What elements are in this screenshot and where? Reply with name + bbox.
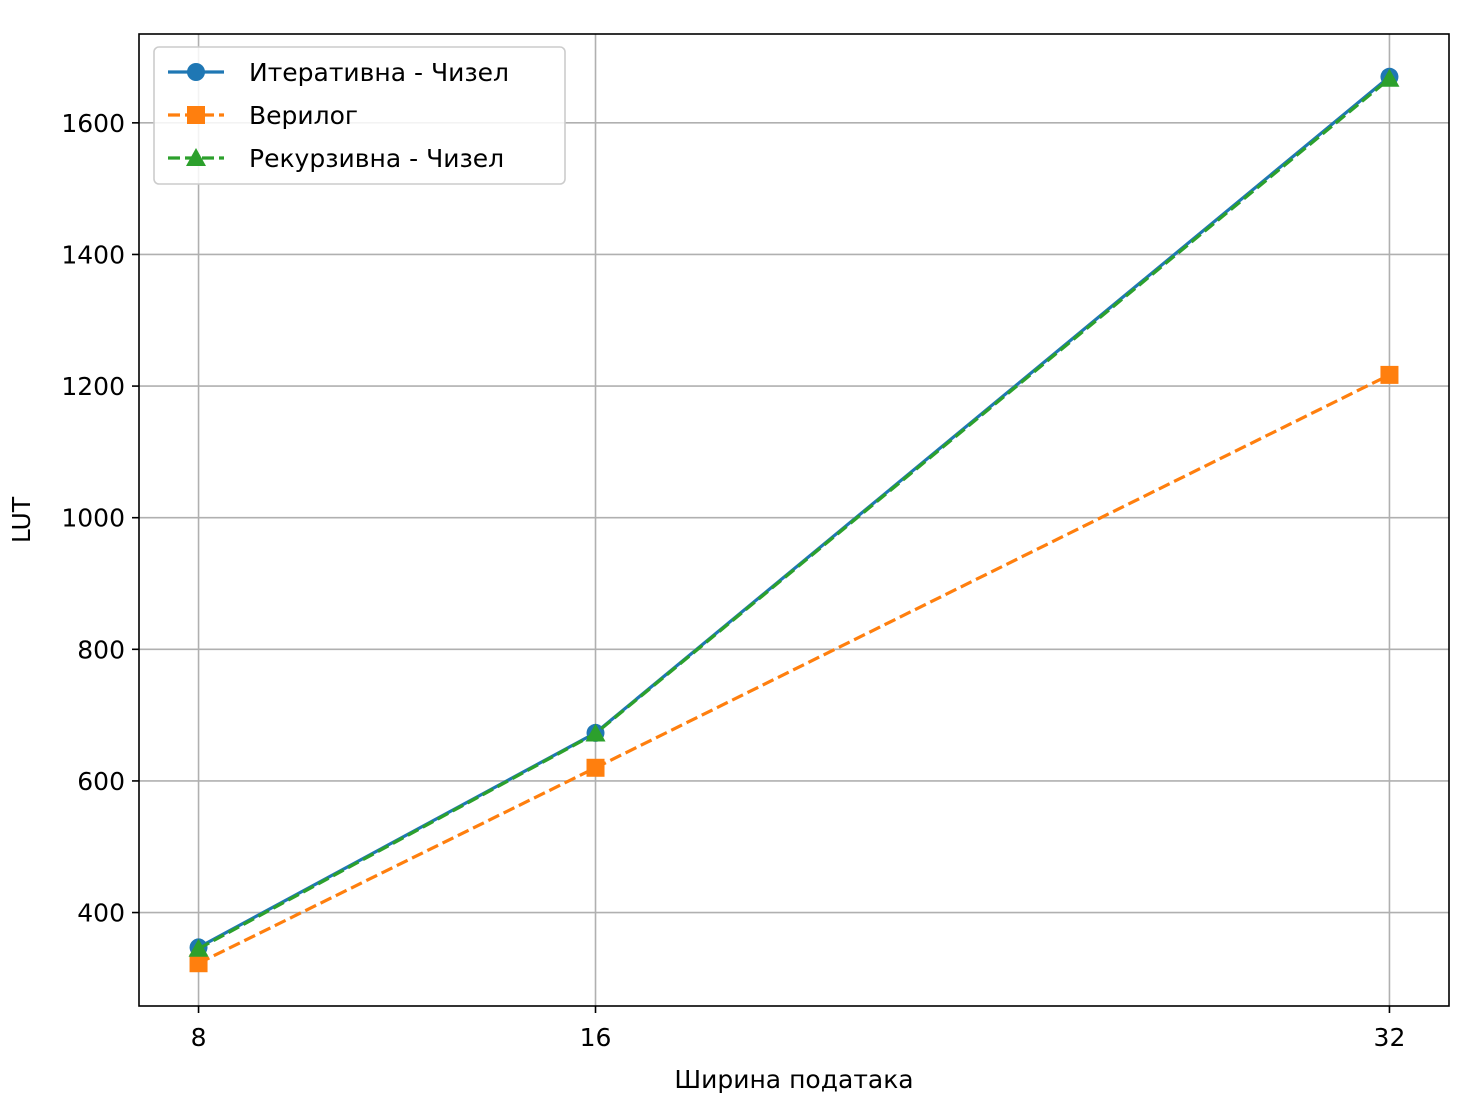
data-point (585, 723, 606, 742)
x-axis-label: Ширина података (674, 1065, 913, 1094)
legend-marker (187, 106, 205, 124)
series-layer (188, 67, 1400, 973)
data-point (188, 938, 209, 957)
legend-entry: Рекурзивна - Чизел (168, 144, 504, 173)
y-tick-label: 400 (77, 899, 125, 928)
data-point (1379, 68, 1400, 87)
y-tick-label: 1000 (61, 504, 125, 533)
series-3 (188, 68, 1400, 957)
x-tick-label: 32 (1374, 1023, 1406, 1052)
plot-frame (138, 33, 1450, 1007)
y-tick-label: 1400 (61, 240, 125, 269)
y-tick-label: 1200 (61, 372, 125, 401)
data-point (189, 954, 208, 973)
series-line (197, 75, 1391, 949)
y-axis-label: LUT (7, 496, 36, 543)
y-tick-label: 1600 (61, 109, 125, 138)
data-point (586, 758, 605, 777)
legend-label: Итеративна - Чизел (249, 58, 509, 87)
y-tick-label: 800 (77, 635, 125, 664)
legend-entry: Верилог (168, 101, 358, 130)
x-tick-label: 16 (580, 1023, 612, 1052)
data-point (1380, 365, 1399, 384)
series-1 (189, 67, 1399, 957)
legend-box (153, 46, 566, 185)
legend-label: Верилог (249, 101, 358, 130)
legend-entry: Итеративна - Чизел (168, 58, 509, 87)
y-tick-label: 600 (77, 767, 125, 796)
series-line (197, 77, 1391, 951)
series-2 (189, 365, 1399, 973)
ticks: 8 16 32 400 600 800 1000 1200 1400 1600 (61, 109, 1405, 1052)
grid (139, 34, 1449, 1006)
x-tick-label: 8 (191, 1023, 207, 1052)
legend-label: Рекурзивна - Чизел (249, 144, 504, 173)
legend-marker (186, 148, 206, 166)
legend: Итеративна - Чизел Верилог Рекурзивна - Чи… (153, 46, 566, 185)
legend-marker (187, 63, 205, 81)
series-line (197, 373, 1391, 965)
